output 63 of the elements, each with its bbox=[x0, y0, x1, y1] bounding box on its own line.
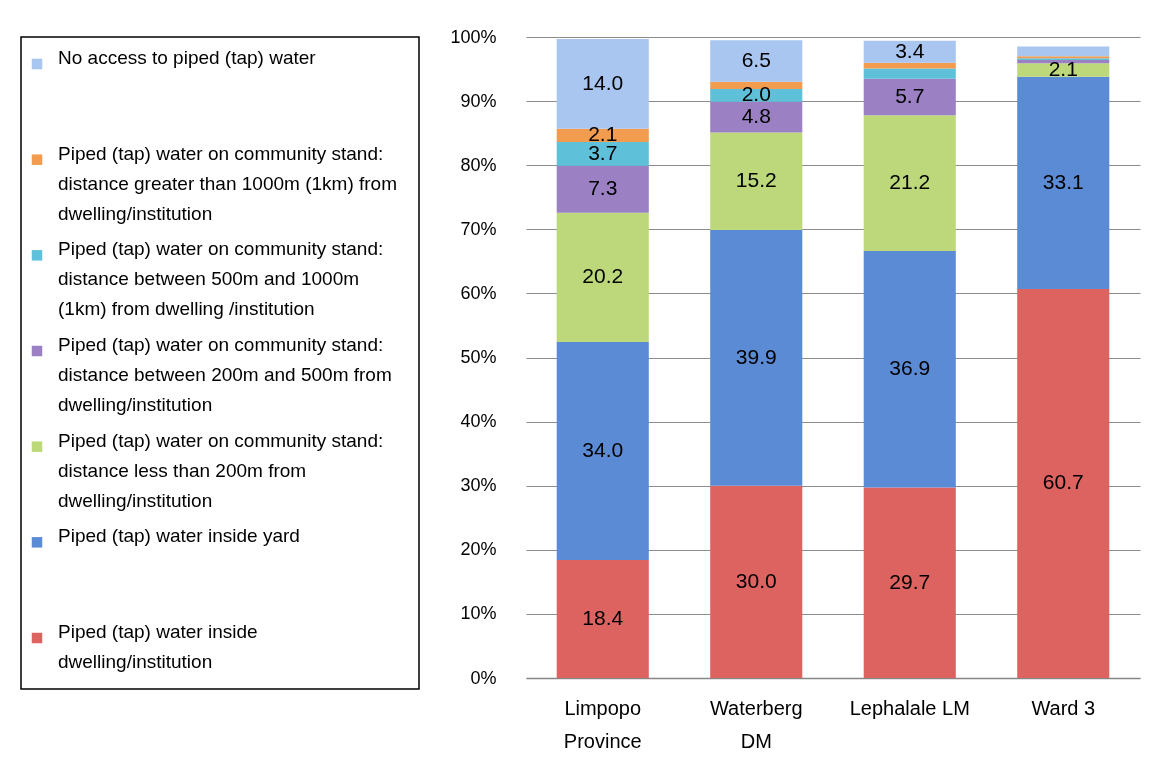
data-label: 39.9 bbox=[735, 344, 777, 368]
data-label: 60.7 bbox=[1042, 470, 1084, 494]
data-label: 3.4 bbox=[895, 38, 925, 62]
y-tick-label: 20% bbox=[460, 539, 497, 560]
data-label: 29.7 bbox=[889, 569, 931, 593]
legend-label: Piped (tap) water on community stand: distance greater than 1000m (1km) from dwelling/institution bbox=[58, 142, 397, 224]
bar bbox=[863, 115, 956, 252]
x-tick-label: Limpopo Province bbox=[563, 696, 642, 752]
data-label: 4.8 bbox=[741, 104, 771, 128]
bar bbox=[1017, 46, 1110, 57]
legend-label: Piped (tap) water on community stand: distance between 200m and 500m from dwelling/institution bbox=[58, 334, 392, 415]
legend-label: Piped (tap) water inside dwelling/institution bbox=[58, 621, 258, 672]
bar bbox=[710, 485, 803, 678]
legend-label: Piped (tap) water on community stand: distance less than 200m from dwelling/institution bbox=[58, 429, 384, 511]
bar bbox=[556, 212, 649, 343]
legend-label: No access to piped (tap) water bbox=[58, 47, 317, 68]
y-tick-label: 100% bbox=[450, 26, 497, 47]
data-label: 15.2 bbox=[735, 168, 777, 192]
data-label: 20.2 bbox=[582, 264, 624, 288]
bar bbox=[556, 142, 649, 166]
x-tick-label: Ward 3 bbox=[1031, 696, 1096, 719]
data-label: 36.9 bbox=[889, 356, 931, 380]
y-tick-label: 0% bbox=[470, 667, 497, 688]
data-label: 5.7 bbox=[895, 83, 925, 107]
bar bbox=[863, 251, 956, 488]
data-label: 6.5 bbox=[741, 48, 771, 72]
bar bbox=[556, 38, 649, 129]
bar bbox=[556, 560, 649, 678]
x-tick-label: Lephalale LM bbox=[849, 696, 970, 719]
data-label: 7.3 bbox=[588, 176, 618, 200]
legend-label: Piped (tap) water inside yard bbox=[58, 525, 300, 547]
bar bbox=[863, 40, 956, 63]
data-label: 33.1 bbox=[1042, 169, 1084, 193]
y-tick-label: 10% bbox=[460, 603, 497, 624]
bar bbox=[556, 165, 649, 213]
y-tick-label: 60% bbox=[460, 282, 497, 303]
y-tick-label: 50% bbox=[460, 347, 497, 367]
bar bbox=[710, 229, 803, 486]
data-label: 34.0 bbox=[582, 438, 624, 462]
y-tick-label: 40% bbox=[460, 411, 497, 432]
y-tick-label: 90% bbox=[460, 90, 497, 111]
y-tick-label: 80% bbox=[460, 154, 497, 175]
bar bbox=[1017, 63, 1110, 77]
bar bbox=[710, 101, 803, 133]
data-label: 2.1 bbox=[1048, 57, 1078, 81]
y-tick-label: 30% bbox=[460, 475, 497, 496]
data-label: 2.0 bbox=[741, 82, 771, 106]
bar bbox=[710, 81, 803, 89]
bar bbox=[556, 342, 649, 561]
bar bbox=[863, 487, 956, 678]
bar bbox=[863, 68, 956, 79]
data-label: 18.4 bbox=[582, 606, 624, 630]
x-tick-label: Waterberg DM bbox=[709, 696, 803, 752]
bar bbox=[1017, 76, 1110, 289]
bar bbox=[863, 78, 956, 116]
y-tick-label: 70% bbox=[460, 218, 497, 239]
bar bbox=[710, 132, 803, 230]
legend-label: Piped (tap) water on community stand: distance between 500m and 1000m (1km) from dwelling /institution bbox=[58, 238, 384, 320]
data-label: 14.0 bbox=[582, 70, 624, 94]
bar bbox=[1017, 288, 1110, 678]
data-label: 21.2 bbox=[889, 170, 931, 194]
data-label: 30.0 bbox=[735, 568, 777, 592]
bar bbox=[710, 40, 803, 82]
